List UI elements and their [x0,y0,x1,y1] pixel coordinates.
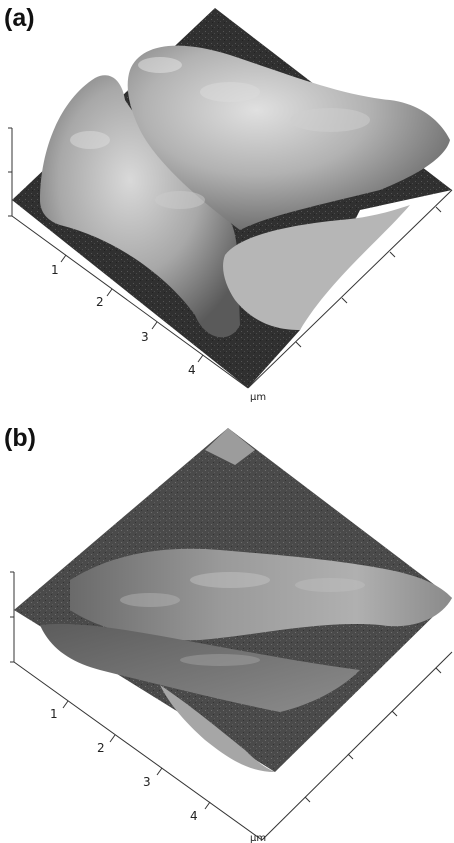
x-axis-b [13,651,453,841]
fiber-upper-b [70,548,452,641]
z-axis-b [10,571,15,663]
x-tick-4-a: 4 [188,363,196,377]
surface-texture-b [120,572,365,666]
x-tick-2-b: 2 [97,741,105,755]
z-axis-a [8,127,13,217]
x-tick-3-b: 3 [143,775,151,789]
x-tick-2-a: 2 [96,295,104,309]
x-tick-1-b: 1 [50,707,58,721]
peak-b [205,428,255,465]
surface-texture-a [70,57,370,209]
x-tick-3-a: 3 [141,330,149,344]
fiber-lower-a [223,205,410,330]
x-tick-4-b: 4 [190,809,198,823]
unit-label-a: µm [250,392,266,403]
fiber-lower-b [40,623,360,712]
x-tick-1-a: 1 [51,263,59,277]
panel-b-label: (b) [4,424,36,452]
x-axis-a [11,189,453,389]
panel-a-label: (a) [4,4,35,32]
afm-3d-surface-a: 1 2 3 4 µm [8,8,453,403]
fiber-front-b [160,685,275,772]
afm-3d-surface-b: 1 2 3 4 µm [10,428,453,843]
afm-panel-b: (b) [0,420,454,843]
afm-panel-a: (a) [0,0,454,420]
unit-label-b: µm [250,833,266,843]
